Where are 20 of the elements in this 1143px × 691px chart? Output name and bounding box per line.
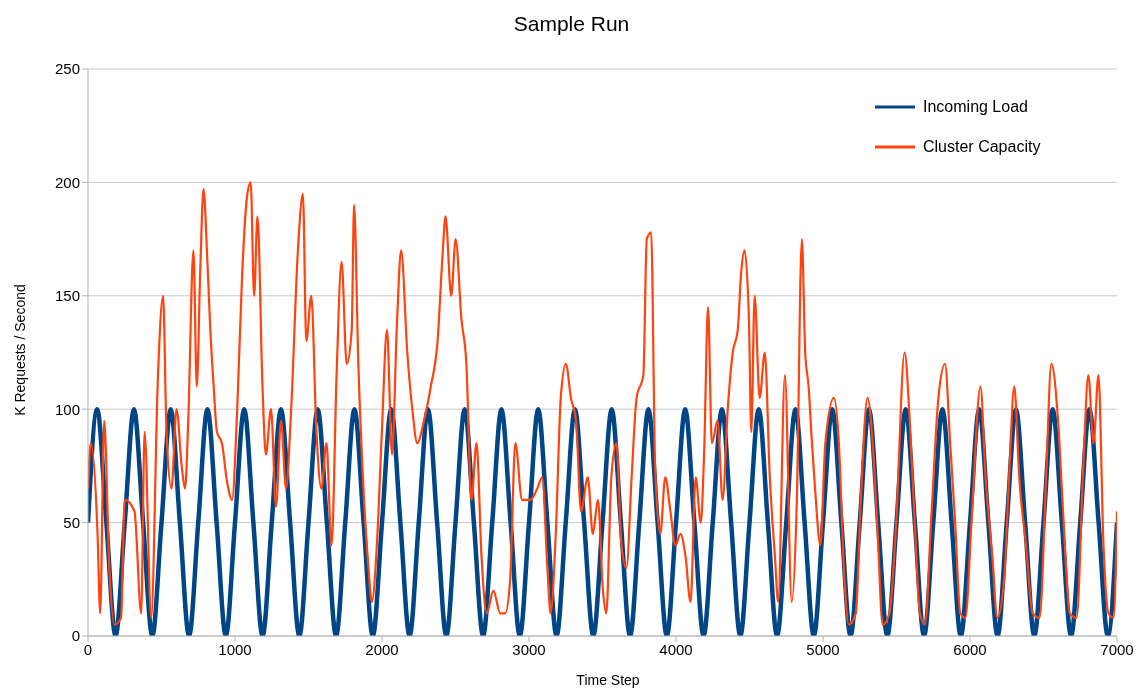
x-tick-label: 0 bbox=[83, 640, 93, 658]
x-tick-label: 2000 bbox=[365, 640, 399, 658]
x-tick-label: 5000 bbox=[806, 640, 840, 658]
legend-label: Cluster Capacity bbox=[923, 138, 1041, 156]
line-series bbox=[88, 181, 1117, 626]
y-tick-label: 100 bbox=[54, 400, 80, 418]
y-tick-label: 200 bbox=[54, 173, 80, 191]
x-tick-label: 6000 bbox=[953, 640, 987, 658]
chart-title: Sample Run bbox=[512, 12, 631, 36]
x-tick-label: 1000 bbox=[218, 640, 252, 658]
y-tick-label: 150 bbox=[54, 287, 80, 305]
y-tick-label: 50 bbox=[63, 513, 80, 531]
x-tick-label: 4000 bbox=[659, 640, 693, 658]
x-tick-label: 3000 bbox=[512, 640, 546, 658]
x-axis-title: Time Step bbox=[575, 672, 641, 688]
y-tick-label: 250 bbox=[54, 60, 80, 78]
y-axis-title: K Requests / Second bbox=[12, 284, 28, 416]
legend-label: Incoming Load bbox=[923, 98, 1028, 116]
y-tick-label: 0 bbox=[71, 627, 80, 645]
x-tick-label: 7000 bbox=[1100, 640, 1134, 658]
